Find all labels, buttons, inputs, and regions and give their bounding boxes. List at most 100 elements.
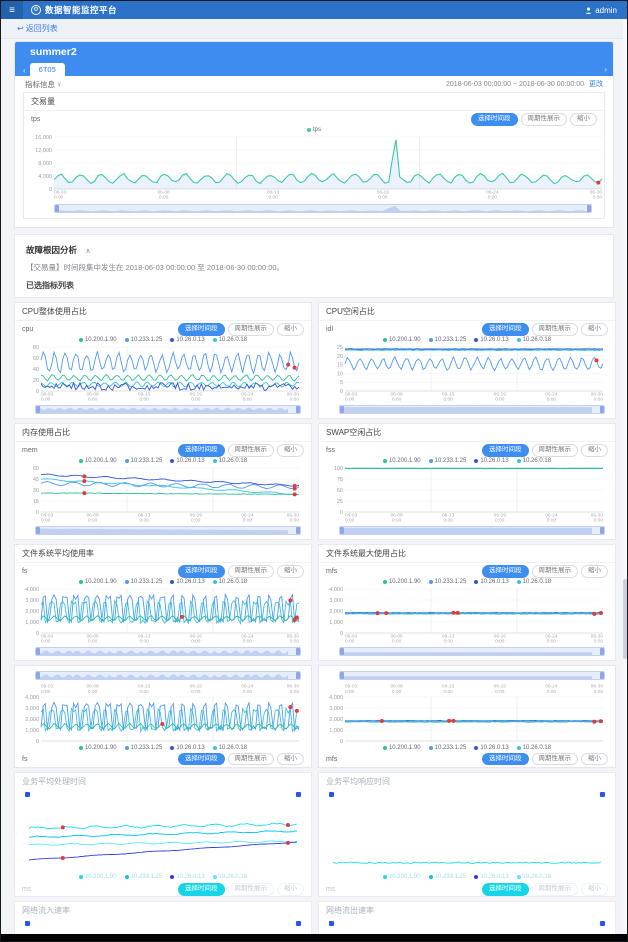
back-link[interactable]: ↩ 返回列表 bbox=[17, 24, 58, 33]
legend-item[interactable]: 10.200.1.90 bbox=[78, 458, 117, 464]
datazoom-handle-left[interactable] bbox=[36, 527, 40, 534]
datazoom-handle-right[interactable] bbox=[600, 921, 605, 926]
legend-item[interactable]: 10.200.1.90 bbox=[78, 745, 117, 751]
datazoom-handle-left[interactable] bbox=[36, 406, 40, 413]
select-range-button[interactable]: 选择时间段 bbox=[178, 883, 225, 896]
periodic-display-button[interactable]: 周期性展示 bbox=[531, 444, 578, 457]
datazoom-handle-left[interactable] bbox=[329, 921, 334, 926]
legend-item[interactable]: 10.200.1.90 bbox=[78, 874, 117, 880]
legend-item[interactable]: 10.200.1.90 bbox=[78, 579, 117, 585]
scrollbar-thumb[interactable] bbox=[623, 579, 627, 659]
select-range-button[interactable]: 选择时间段 bbox=[471, 113, 518, 126]
datazoom-handle-left[interactable] bbox=[340, 406, 344, 413]
zoom-out-button[interactable]: 缩小 bbox=[277, 883, 304, 896]
datazoom-handle-left[interactable] bbox=[25, 792, 30, 797]
select-range-button[interactable]: 选择时间段 bbox=[482, 752, 529, 766]
datazoom-handle-left[interactable] bbox=[340, 648, 344, 655]
datazoom-handle-right[interactable] bbox=[296, 921, 301, 926]
legend-item[interactable]: 10.26.0.13 bbox=[170, 579, 205, 585]
datazoom-slider[interactable] bbox=[339, 671, 605, 680]
legend-item[interactable]: 10.200.1.90 bbox=[382, 745, 421, 751]
datazoom-handle-right[interactable] bbox=[296, 672, 300, 679]
legend-item[interactable]: 10.200.1.90 bbox=[382, 337, 421, 343]
datazoom-handle-right[interactable] bbox=[600, 792, 605, 797]
zoom-out-button[interactable]: 缩小 bbox=[277, 444, 304, 457]
metric-info-toggle[interactable]: 指标信息 bbox=[25, 79, 55, 89]
periodic-display-button[interactable]: 周期性展示 bbox=[531, 565, 578, 578]
datazoom-handle-right[interactable] bbox=[600, 527, 604, 534]
datazoom-handle-left[interactable] bbox=[25, 921, 30, 926]
scrollbar-track[interactable] bbox=[623, 19, 627, 934]
zoom-out-button[interactable]: 缩小 bbox=[277, 752, 304, 766]
tab-prev-arrow[interactable]: ‹ bbox=[23, 66, 26, 75]
datazoom-handle-right[interactable] bbox=[296, 792, 301, 797]
zoom-out-button[interactable]: 缩小 bbox=[581, 565, 608, 578]
datazoom-handle-right[interactable] bbox=[296, 527, 300, 534]
zoom-out-button[interactable]: 缩小 bbox=[581, 323, 608, 336]
legend-item[interactable]: 10.233.1.25 bbox=[124, 745, 162, 751]
chart-canvas[interactable]: 4,0003,0002,0001,000006-030:0006-080:000… bbox=[21, 684, 305, 744]
periodic-display-button[interactable]: 周期性展示 bbox=[227, 752, 274, 766]
legend-item[interactable]: 10.200.1.90 bbox=[382, 579, 421, 585]
chart-canvas[interactable] bbox=[21, 799, 305, 873]
select-range-button[interactable]: 选择时间段 bbox=[482, 883, 529, 896]
legend-item[interactable]: 10.26.0.13 bbox=[474, 337, 509, 343]
select-range-button[interactable]: 选择时间段 bbox=[178, 444, 225, 457]
datazoom-slider[interactable] bbox=[35, 405, 301, 414]
legend-item[interactable]: 10.200.1.90 bbox=[78, 337, 117, 343]
hamburger-icon[interactable]: ≡ bbox=[1, 1, 23, 19]
select-range-button[interactable]: 选择时间段 bbox=[178, 323, 225, 336]
periodic-display-button[interactable]: 周期性展示 bbox=[227, 883, 274, 896]
datazoom-handle-left[interactable] bbox=[329, 792, 334, 797]
chart-canvas[interactable] bbox=[325, 799, 609, 873]
datazoom-slider[interactable] bbox=[35, 647, 301, 656]
datazoom-slider[interactable] bbox=[329, 920, 605, 927]
datazoom-handle-left[interactable] bbox=[340, 672, 344, 679]
zoom-out-button[interactable]: 缩小 bbox=[581, 444, 608, 457]
datazoom-handle-right[interactable] bbox=[296, 648, 300, 655]
legend-item[interactable]: 10.233.1.25 bbox=[124, 337, 162, 343]
periodic-display-button[interactable]: 周期性展示 bbox=[531, 883, 578, 896]
zoom-out-button[interactable]: 缩小 bbox=[570, 113, 597, 126]
legend-item[interactable]: 10.233.1.25 bbox=[428, 874, 466, 880]
periodic-display-button[interactable]: 周期性展示 bbox=[520, 113, 567, 126]
zoom-out-button[interactable]: 缩小 bbox=[277, 565, 304, 578]
datazoom-handle-right[interactable] bbox=[600, 406, 604, 413]
zoom-out-button[interactable]: 缩小 bbox=[277, 323, 304, 336]
legend-item[interactable]: 10.26.0.13 bbox=[170, 874, 205, 880]
legend-item[interactable]: 10.26.0.13 bbox=[474, 745, 509, 751]
legend-item[interactable]: 10.233.1.25 bbox=[124, 458, 162, 464]
legend-item[interactable]: 10.233.1.25 bbox=[428, 458, 466, 464]
datazoom-slider[interactable] bbox=[339, 405, 605, 414]
datazoom-slider[interactable] bbox=[25, 791, 301, 798]
periodic-display-button[interactable]: 周期性展示 bbox=[531, 323, 578, 336]
legend-item[interactable]: 10.233.1.25 bbox=[428, 579, 466, 585]
datazoom-handle-right[interactable] bbox=[600, 648, 604, 655]
legend-item[interactable]: 10.26.0.18 bbox=[212, 579, 247, 585]
legend-item[interactable]: 10.26.0.13 bbox=[170, 337, 205, 343]
legend-item[interactable]: 10.233.1.25 bbox=[124, 874, 162, 880]
user-menu[interactable]: admin bbox=[585, 6, 617, 15]
datazoom-slider[interactable] bbox=[35, 526, 301, 535]
legend-item[interactable]: 10.200.1.90 bbox=[382, 874, 421, 880]
datazoom-handle-right[interactable] bbox=[296, 406, 300, 413]
select-range-button[interactable]: 选择时间段 bbox=[482, 444, 529, 457]
legend-item[interactable]: 10.26.0.18 bbox=[516, 745, 551, 751]
zoom-out-button[interactable]: 缩小 bbox=[581, 883, 608, 896]
datazoom-handle-right[interactable] bbox=[600, 672, 604, 679]
select-range-button[interactable]: 选择时间段 bbox=[178, 752, 225, 766]
periodic-display-button[interactable]: 周期性展示 bbox=[227, 565, 274, 578]
datazoom-slider[interactable] bbox=[25, 920, 301, 927]
chart-canvas[interactable]: 4,0003,0002,0001,000006-030:0006-080:000… bbox=[325, 684, 609, 744]
legend-item[interactable]: 10.233.1.25 bbox=[428, 745, 466, 751]
datazoom-handle-left[interactable] bbox=[340, 527, 344, 534]
legend-item[interactable]: 10.26.0.13 bbox=[170, 745, 205, 751]
legend-item[interactable]: 10.26.0.13 bbox=[170, 458, 205, 464]
